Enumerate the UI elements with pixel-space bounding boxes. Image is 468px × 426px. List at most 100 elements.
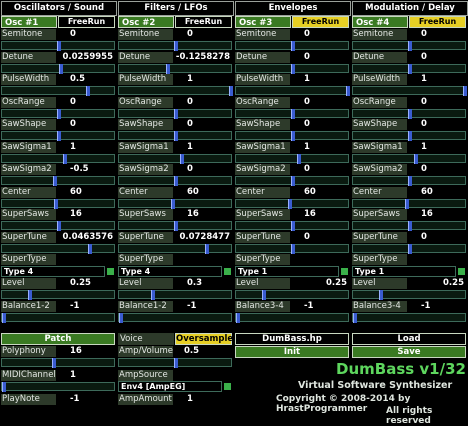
slider-thumb[interactable]: [291, 176, 295, 186]
param-slider[interactable]: [1, 131, 115, 141]
slider-thumb[interactable]: [86, 86, 90, 96]
param-value[interactable]: 0: [173, 29, 232, 40]
slider-thumb[interactable]: [63, 153, 67, 164]
supertype-select[interactable]: Type 4: [118, 266, 232, 277]
param-value[interactable]: 16: [407, 209, 466, 220]
freerun-button[interactable]: FreeRun: [292, 16, 349, 28]
slider-thumb[interactable]: [408, 243, 412, 254]
param-value[interactable]: 1: [56, 370, 115, 381]
slider-thumb[interactable]: [171, 198, 175, 209]
param-slider[interactable]: [118, 243, 232, 254]
param-value[interactable]: 0: [173, 119, 232, 130]
amp-volume-slider[interactable]: [118, 358, 232, 368]
param-slider[interactable]: [235, 198, 349, 209]
slider-thumb[interactable]: [229, 86, 233, 96]
param-slider[interactable]: [352, 221, 466, 231]
param-value[interactable]: -1: [173, 300, 232, 312]
slider-thumb[interactable]: [174, 221, 178, 231]
slider-thumb[interactable]: [57, 108, 61, 119]
slider-thumb[interactable]: [2, 382, 6, 392]
param-slider[interactable]: [352, 86, 467, 96]
param-slider[interactable]: [235, 86, 350, 96]
param-slider[interactable]: [1, 290, 115, 300]
load-button[interactable]: Load: [352, 333, 466, 345]
slider-thumb[interactable]: [166, 63, 170, 74]
param-slider[interactable]: [118, 153, 232, 164]
param-value[interactable]: 1: [56, 141, 115, 153]
slider-thumb[interactable]: [291, 108, 295, 119]
param-slider[interactable]: [118, 108, 232, 119]
slider-thumb[interactable]: [291, 131, 295, 141]
slider-thumb[interactable]: [180, 153, 184, 164]
param-value[interactable]: 0: [56, 29, 115, 40]
param-slider[interactable]: [352, 176, 466, 186]
param-value[interactable]: -1: [56, 300, 115, 312]
param-value[interactable]: 0: [173, 96, 232, 108]
param-slider[interactable]: [352, 290, 466, 300]
param-value[interactable]: 0: [290, 51, 349, 63]
param-value[interactable]: -1: [290, 300, 349, 312]
dropdown-indicator-icon[interactable]: [341, 268, 348, 275]
param-value[interactable]: 0: [56, 96, 115, 108]
ampsource-value[interactable]: Env4 [AmpEG]: [118, 381, 222, 392]
slider-thumb[interactable]: [291, 63, 295, 74]
param-slider[interactable]: [235, 108, 349, 119]
param-slider[interactable]: [235, 131, 349, 141]
param-value[interactable]: 0: [407, 231, 466, 243]
param-slider[interactable]: [1, 86, 115, 96]
supertype-value[interactable]: Type 1: [235, 266, 339, 277]
param-slider[interactable]: [1, 221, 115, 231]
param-slider[interactable]: [1, 198, 115, 209]
param-value[interactable]: 0: [407, 164, 466, 175]
slider-thumb[interactable]: [408, 63, 412, 74]
freerun-button[interactable]: FreeRun: [409, 16, 466, 28]
param-value[interactable]: 0: [290, 231, 349, 243]
slider-thumb[interactable]: [59, 63, 63, 74]
param-slider[interactable]: [235, 41, 349, 51]
slider-thumb[interactable]: [53, 176, 57, 186]
param-value[interactable]: 0.25: [56, 278, 115, 289]
dropdown-indicator-icon[interactable]: [224, 268, 231, 275]
param-value[interactable]: 1: [173, 141, 232, 153]
param-value[interactable]: 0.25: [407, 278, 466, 289]
freerun-button[interactable]: FreeRun: [175, 16, 232, 28]
param-slider[interactable]: [118, 131, 232, 141]
param-value[interactable]: 0: [173, 164, 232, 175]
freerun-button[interactable]: FreeRun: [58, 16, 115, 28]
slider-thumb[interactable]: [57, 41, 61, 51]
slider-thumb[interactable]: [297, 153, 301, 164]
param-value[interactable]: 0: [290, 119, 349, 130]
param-value[interactable]: 60: [290, 186, 349, 198]
param-slider[interactable]: [352, 243, 466, 254]
param-slider[interactable]: [1, 108, 115, 119]
param-value[interactable]: 0: [56, 119, 115, 130]
param-value[interactable]: 16: [56, 346, 115, 357]
supertype-select[interactable]: Type 1: [352, 266, 466, 277]
supertype-value[interactable]: Type 4: [118, 266, 222, 277]
param-value[interactable]: 0: [407, 51, 466, 63]
tab-envelopes[interactable]: Envelopes: [235, 1, 351, 16]
param-slider[interactable]: [1, 63, 115, 74]
param-slider[interactable]: [118, 290, 232, 300]
param-value[interactable]: 0: [290, 29, 349, 40]
param-value[interactable]: 60: [56, 186, 115, 198]
dropdown-indicator-icon[interactable]: [458, 268, 465, 275]
slider-thumb[interactable]: [52, 358, 56, 368]
slider-thumb[interactable]: [405, 198, 409, 209]
param-value[interactable]: 0.5: [173, 346, 232, 357]
slider-thumb[interactable]: [151, 290, 155, 300]
param-value[interactable]: 1: [290, 74, 349, 85]
param-slider[interactable]: [352, 108, 466, 119]
param-slider[interactable]: [235, 243, 349, 254]
param-value[interactable]: -1: [56, 394, 115, 405]
slider-thumb[interactable]: [346, 86, 350, 96]
param-slider[interactable]: [1, 312, 115, 323]
param-value[interactable]: 0: [290, 96, 349, 108]
supertype-select[interactable]: Type 4: [1, 266, 115, 277]
param-slider[interactable]: [118, 86, 233, 96]
tab-filters-lfos[interactable]: Filters / LFOs: [118, 1, 234, 16]
tab-oscillators[interactable]: Oscillators / Sound: [1, 1, 117, 16]
slider-thumb[interactable]: [379, 290, 383, 300]
slider-thumb[interactable]: [463, 86, 467, 96]
param-value[interactable]: 0: [407, 96, 466, 108]
